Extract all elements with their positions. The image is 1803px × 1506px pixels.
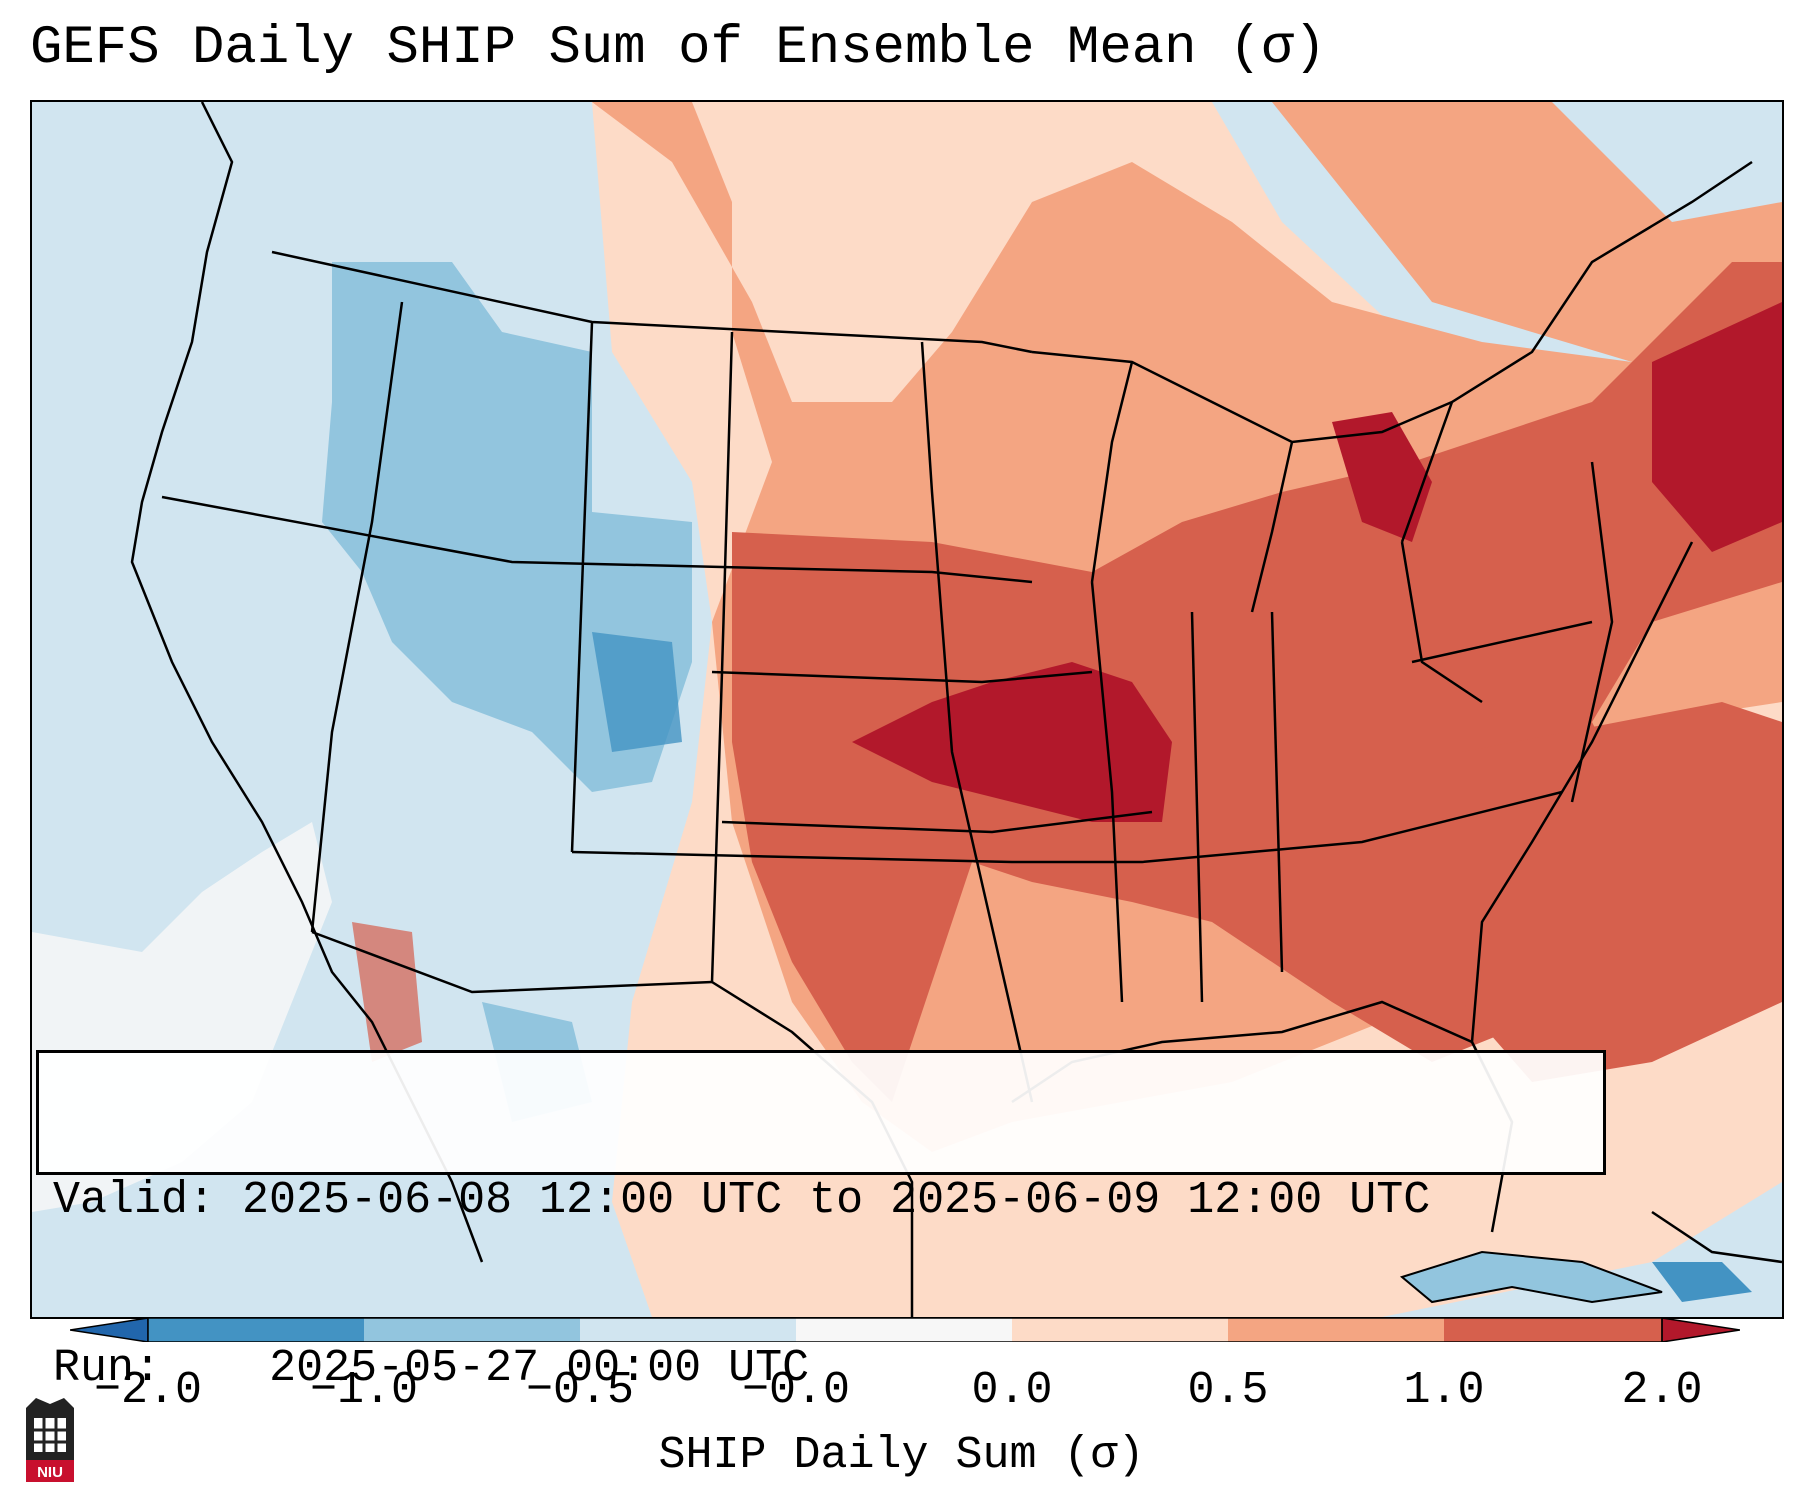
valid-row: Valid: 2025-06-08 12:00 UTC to 2025-06-0… [53, 1173, 1589, 1229]
colorbar-axis-label: SHIP Daily Sum (σ) [658, 1430, 1145, 1481]
colorbar-segment [148, 1318, 364, 1342]
colorbar-tick-label: 0.0 [971, 1365, 1053, 1416]
colorbar-segment [580, 1318, 796, 1342]
medium-red-canada [1272, 102, 1782, 402]
valid-label: Valid: [53, 1175, 216, 1226]
colorbar-extend-high [1661, 1318, 1740, 1342]
run-row: Run: 2025-05-27 00:00 UTC [53, 1341, 1589, 1397]
colorbar-extend-low [70, 1318, 149, 1342]
niu-logo: NIU [26, 1398, 74, 1482]
map-title: GEFS Daily SHIP Sum of Ensemble Mean (σ) [30, 18, 1327, 79]
valid-run-info-box: Valid: 2025-06-08 12:00 UTC to 2025-06-0… [36, 1050, 1606, 1394]
colorbar-outline [147, 1318, 1663, 1342]
colorbar-tick-label: 0.5 [1187, 1365, 1269, 1416]
state-boundaries [130, 102, 1782, 1317]
colorbar [70, 1318, 1740, 1342]
run-label: Run: [53, 1343, 162, 1394]
logo-text: NIU [37, 1464, 63, 1481]
cuba-core [1652, 1262, 1752, 1302]
colorbar-segment [1444, 1318, 1662, 1342]
deepest-red-central [852, 662, 1172, 822]
blue-colorado-core [592, 632, 682, 752]
colorbar-tick-label: −2.0 [93, 1365, 203, 1416]
deepest-red-northeast [1652, 302, 1782, 552]
colorbar-segment [1228, 1318, 1444, 1342]
colorbar-segment [364, 1318, 580, 1342]
valid-value: 2025-06-08 12:00 UTC to 2025-06-09 12:00… [242, 1175, 1431, 1226]
dark-red-southwest-band [352, 922, 422, 1062]
colorbar-tick-label: −0.5 [525, 1365, 635, 1416]
cuba-outline [1399, 1250, 1663, 1304]
colorbar-segment [1012, 1318, 1228, 1342]
colorbar-tick-label: −1.0 [309, 1365, 419, 1416]
colorbar-segment [796, 1318, 1012, 1342]
colorbar-tick-label: 1.0 [1403, 1365, 1485, 1416]
colorbar-tick-label: −0.0 [741, 1365, 851, 1416]
deepest-red-great-lakes [1332, 412, 1432, 542]
colorbar-tick-label: 2.0 [1621, 1365, 1703, 1416]
run-value: 2025-05-27 00:00 UTC [269, 1343, 810, 1394]
